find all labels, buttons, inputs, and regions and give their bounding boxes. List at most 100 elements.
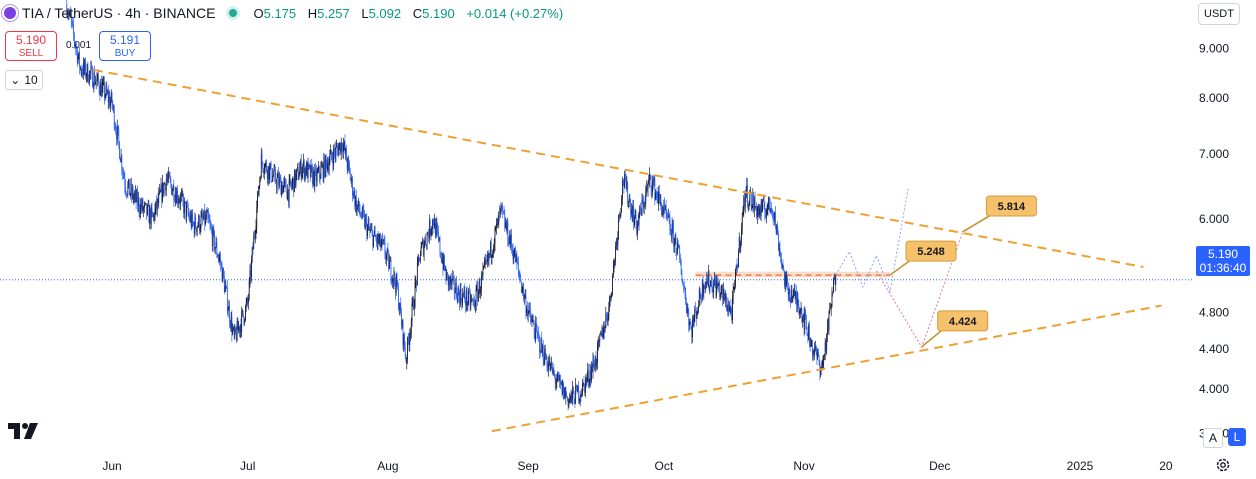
candle-body-405 [371, 229, 373, 232]
candle-body-767 [644, 202, 646, 204]
currency-selector[interactable]: USDT [1198, 3, 1240, 25]
candle-body-89 [133, 197, 135, 200]
candle-body-921 [760, 203, 762, 216]
candle-body-588 [509, 235, 511, 245]
candle-body-101 [142, 200, 144, 211]
candle-body-189 [208, 218, 210, 223]
sell-button[interactable]: 5.190 SELL [5, 31, 57, 61]
candle-body-201 [217, 257, 219, 259]
candle-body-614 [529, 306, 531, 310]
candle-body-456 [410, 332, 411, 335]
spread-value: 0.001 [66, 40, 92, 51]
candle-body-495 [439, 238, 441, 254]
candle-body-647 [554, 372, 555, 377]
candle-body-981 [805, 318, 807, 328]
open-value: 5.175 [263, 5, 297, 21]
candle-body-652 [557, 373, 559, 376]
candle-body-77 [124, 178, 126, 187]
candle-body-211 [225, 286, 227, 287]
candle-body-332 [316, 171, 318, 182]
symbol-title[interactable]: TIA / TetherUS · 4h · BINANCE [22, 5, 216, 21]
candle-body-1020 [835, 276, 837, 285]
candle-body-279 [276, 177, 278, 188]
candle-body-214 [227, 310, 229, 312]
candle-body-651 [557, 373, 558, 381]
candle-body-137 [169, 176, 171, 180]
candle-body-570 [496, 223, 497, 228]
candle-body-746 [628, 198, 630, 203]
candle-body-777 [652, 181, 653, 193]
candle-body-935 [771, 208, 773, 211]
candle-body-943 [777, 226, 779, 235]
candle-body-441 [398, 309, 400, 311]
candle-body-992 [814, 349, 816, 353]
candle-body-85 [130, 184, 132, 194]
candle-body-924 [762, 199, 764, 201]
candle-body-975 [801, 308, 803, 322]
candle-body-754 [634, 210, 636, 218]
candle-body-892 [738, 237, 740, 252]
candle-body-615 [530, 309, 531, 318]
candle-body-792 [663, 203, 665, 213]
candle-body-141 [172, 185, 174, 191]
candle-body-11 [74, 42, 76, 47]
candle-body-699 [593, 359, 595, 366]
candle-body-864 [717, 284, 719, 288]
candle-body-470 [420, 247, 422, 256]
candle-body-780 [654, 178, 656, 200]
candle-body-449 [404, 347, 406, 358]
candle-body-113 [151, 207, 153, 213]
gear-icon[interactable] [1215, 457, 1231, 473]
candle-body-87 [131, 188, 133, 196]
candle-body-478 [426, 233, 428, 246]
candle-body-419 [382, 238, 384, 241]
candle-body-812 [678, 244, 680, 249]
candle-body-122 [158, 193, 160, 204]
candle-body-218 [230, 317, 232, 328]
candle-body-56 [108, 96, 110, 102]
candle-body-589 [510, 234, 512, 245]
candle-body-739 [623, 182, 625, 187]
bar-countdown: 01:36:40 [1199, 261, 1247, 275]
candle-body-76 [123, 173, 125, 179]
candle-body-320 [307, 163, 309, 179]
trendline-0 [93, 69, 1144, 268]
candle-body-938 [773, 217, 775, 219]
candle-body-195 [213, 228, 215, 232]
candle-body-890 [737, 267, 739, 268]
candle-body-511 [451, 279, 453, 285]
candle-body-300 [292, 178, 294, 183]
candle-body-387 [358, 201, 359, 207]
candle-body-984 [808, 325, 809, 340]
candle-body-634 [544, 348, 546, 365]
candle-body-239 [246, 298, 248, 304]
log-scale-button[interactable]: L [1228, 428, 1246, 446]
candle-body-217 [229, 322, 231, 328]
candle-body-866 [719, 284, 721, 297]
candle-body-899 [744, 197, 745, 208]
buy-button[interactable]: 5.191 BUY [99, 31, 151, 61]
time-axis[interactable]: Jun Jul Aug Sep Oct Nov Dec 2025 20 [102, 459, 1173, 473]
candle-body-829 [691, 329, 693, 337]
candle-body-425 [386, 249, 388, 255]
candle-body-749 [631, 209, 632, 215]
quantity-control[interactable]: ⌄ 10 [5, 70, 43, 90]
callout-pointer-1 [962, 213, 993, 233]
candle-body-537 [471, 299, 473, 300]
candle-body-662 [565, 392, 567, 398]
candle-body-356 [334, 152, 336, 156]
candle-body-144 [174, 193, 176, 201]
candle-body-247 [252, 247, 254, 250]
candle-body-608 [524, 295, 526, 297]
candle-body-784 [657, 197, 659, 204]
candle-body-183 [204, 210, 206, 225]
price-axis[interactable]: 9.0008.0007.0006.0005.4004.8004.4004.000… [1199, 41, 1229, 440]
candle-body-374 [348, 159, 350, 164]
candle-body-8 [72, 22, 74, 24]
candle-body-9 [73, 23, 74, 35]
candle-body-547 [478, 281, 480, 292]
candle-body-747 [629, 198, 631, 201]
auto-scale-button[interactable]: A [1203, 428, 1223, 448]
candle-body-802 [670, 232, 672, 240]
